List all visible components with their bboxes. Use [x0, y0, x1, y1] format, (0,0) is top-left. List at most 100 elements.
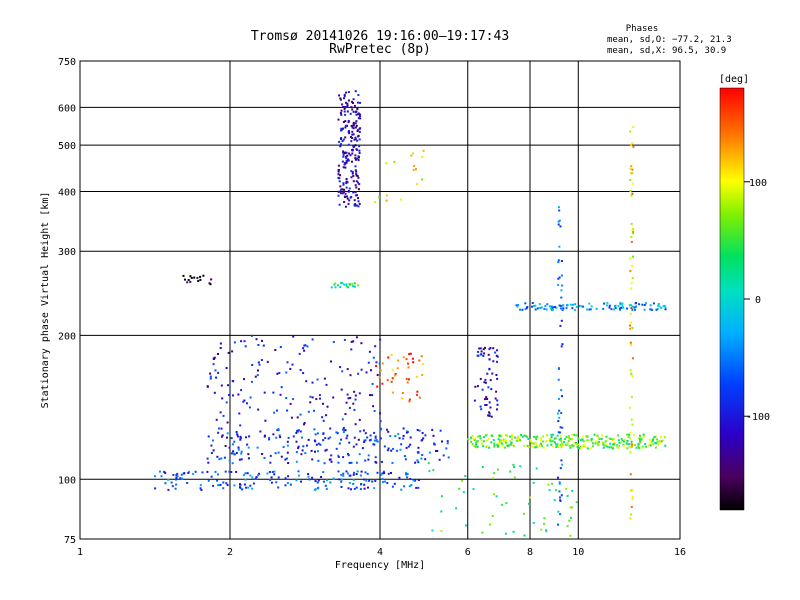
data-point [355, 204, 358, 207]
data-point [378, 376, 381, 379]
data-point [404, 458, 407, 461]
data-point [551, 440, 554, 443]
data-point [186, 281, 189, 284]
data-point [337, 190, 340, 193]
data-point [324, 437, 327, 439]
data-point [608, 304, 611, 307]
data-point [297, 445, 300, 448]
data-point [506, 434, 509, 437]
data-point [628, 433, 631, 436]
data-point [272, 391, 275, 394]
data-point [349, 112, 352, 115]
data-point [398, 476, 401, 479]
data-point [295, 440, 298, 443]
data-point [353, 104, 356, 107]
data-point [557, 431, 560, 434]
data-point [496, 399, 499, 402]
data-point [465, 524, 467, 527]
data-point [516, 435, 519, 438]
data-point [239, 486, 241, 489]
data-point [558, 431, 561, 434]
data-point [560, 289, 563, 292]
data-point [497, 442, 500, 445]
data-point [295, 460, 298, 463]
data-point [590, 447, 593, 450]
data-point [316, 378, 319, 381]
data-point [199, 484, 202, 487]
data-point [477, 354, 480, 357]
data-point [350, 461, 353, 464]
data-point [339, 98, 342, 101]
data-point [371, 480, 374, 483]
data-point [407, 362, 409, 365]
data-point [346, 124, 349, 127]
data-point [505, 440, 508, 443]
data-point [231, 462, 234, 465]
data-point [631, 265, 634, 267]
data-point [352, 121, 355, 124]
data-point [479, 437, 482, 440]
data-point [343, 152, 346, 154]
data-point [344, 124, 347, 127]
data-point [560, 296, 563, 299]
data-point [571, 433, 574, 436]
data-point [435, 450, 437, 452]
data-point [222, 487, 225, 490]
data-point [613, 443, 616, 446]
data-point [560, 442, 563, 445]
data-point [595, 307, 598, 310]
data-point [249, 396, 252, 399]
data-point [632, 255, 634, 258]
data-point [455, 507, 458, 510]
data-point [400, 198, 402, 201]
data-point [652, 438, 655, 441]
data-point [303, 344, 306, 347]
data-point [400, 397, 403, 400]
data-point [230, 452, 233, 455]
data-point [569, 506, 572, 509]
data-point [233, 484, 236, 487]
data-point [489, 379, 492, 382]
data-point [344, 166, 347, 169]
data-point [373, 439, 376, 442]
data-point [480, 443, 483, 446]
data-point [353, 408, 356, 411]
data-point [359, 430, 362, 433]
data-point [323, 480, 325, 483]
data-point [412, 168, 415, 171]
data-point [439, 429, 442, 432]
data-point [496, 360, 498, 363]
x-tick-label: 10 [572, 547, 584, 558]
data-point [560, 345, 563, 348]
data-point [346, 104, 349, 107]
data-point [558, 481, 561, 484]
data-point [357, 200, 360, 203]
data-point [373, 431, 376, 434]
data-point [411, 357, 414, 360]
data-point [417, 451, 420, 454]
data-point [345, 157, 348, 160]
data-point [545, 530, 548, 533]
data-point [258, 472, 261, 475]
data-point [630, 236, 633, 238]
data-point [605, 443, 608, 446]
data-point [382, 470, 385, 473]
data-point [259, 430, 262, 433]
data-point [252, 482, 255, 485]
data-point [558, 409, 561, 412]
data-point [315, 443, 318, 446]
data-point [354, 154, 357, 157]
data-point [540, 306, 543, 309]
data-point [337, 170, 340, 173]
data-point [619, 303, 622, 306]
data-point [555, 489, 557, 492]
data-point [609, 442, 612, 445]
data-point [342, 155, 345, 158]
data-point [558, 276, 561, 279]
data-point [553, 499, 556, 502]
data-point [577, 443, 580, 446]
data-point [335, 447, 338, 450]
data-point [354, 394, 357, 397]
data-point [557, 412, 559, 415]
data-point [549, 440, 552, 443]
